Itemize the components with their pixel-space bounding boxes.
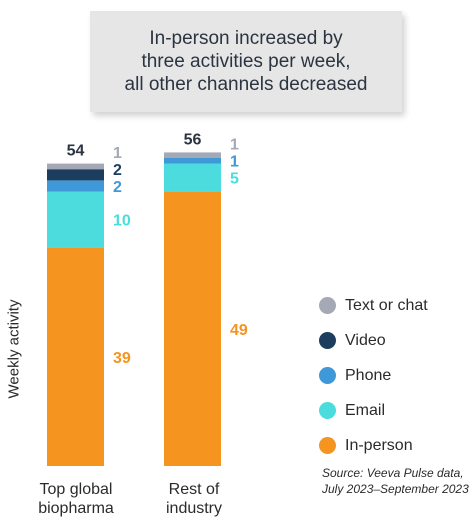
legend-swatch-video bbox=[319, 332, 336, 349]
legend-label-text-or-chat: Text or chat bbox=[345, 296, 428, 314]
legend-item-phone: Phone bbox=[319, 358, 428, 393]
bar-segment-email-top-global-biopharma bbox=[47, 191, 104, 248]
legend-item-in-person: In-person bbox=[319, 428, 428, 463]
callout-text: In-person increased by three activities … bbox=[124, 28, 368, 95]
source-note: Source: Veeva Pulse data, July 2023–Sept… bbox=[322, 466, 469, 496]
legend: Text or chat Video Phone Email In-person bbox=[319, 288, 428, 463]
total-label-top-global-biopharma: 54 bbox=[67, 143, 85, 160]
bar-segment-phone-top-global-biopharma bbox=[47, 180, 104, 192]
value-label-email-rest-of-industry: 5 bbox=[230, 171, 239, 188]
legend-swatch-phone bbox=[319, 367, 336, 384]
bar-segment-text-or-chat-top-global-biopharma bbox=[47, 163, 104, 170]
legend-label-email: Email bbox=[345, 401, 386, 419]
bar-segment-in-person-top-global-biopharma bbox=[47, 247, 104, 466]
value-label-text-or-chat-top-global-biopharma: 1 bbox=[113, 145, 122, 162]
legend-item-email: Email bbox=[319, 393, 428, 428]
value-label-text-or-chat-rest-of-industry: 1 bbox=[230, 137, 239, 154]
y-axis-title: Weekly activity bbox=[5, 299, 23, 399]
legend-item-text-or-chat: Text or chat bbox=[319, 288, 428, 323]
legend-label-in-person: In-person bbox=[345, 436, 413, 454]
bar-segment-in-person-rest-of-industry bbox=[164, 191, 221, 466]
value-label-in-person-rest-of-industry: 49 bbox=[230, 322, 248, 339]
value-label-video-top-global-biopharma: 2 bbox=[113, 162, 122, 179]
value-label-phone-top-global-biopharma: 2 bbox=[113, 179, 122, 196]
bar-segment-phone-rest-of-industry bbox=[164, 158, 221, 164]
legend-swatch-text-or-chat bbox=[319, 297, 336, 314]
value-label-email-top-global-biopharma: 10 bbox=[113, 213, 131, 230]
legend-swatch-email bbox=[319, 402, 336, 419]
callout-box: In-person increased by three activities … bbox=[90, 11, 402, 112]
legend-label-phone: Phone bbox=[345, 366, 392, 384]
bar-segment-video-top-global-biopharma bbox=[47, 169, 104, 181]
total-label-rest-of-industry: 56 bbox=[184, 131, 202, 148]
legend-label-video: Video bbox=[345, 331, 386, 349]
category-label-rest-of-industry: Rest of industry bbox=[165, 481, 223, 517]
bar-segment-text-or-chat-rest-of-industry bbox=[164, 152, 221, 158]
category-label-top-global-biopharma: Top global biopharma bbox=[38, 481, 114, 517]
bar-segment-email-rest-of-industry bbox=[164, 163, 221, 192]
legend-item-video: Video bbox=[319, 323, 428, 358]
value-label-in-person-top-global-biopharma: 39 bbox=[113, 350, 131, 367]
legend-swatch-in-person bbox=[319, 437, 336, 454]
value-label-phone-rest-of-industry: 1 bbox=[230, 154, 239, 171]
